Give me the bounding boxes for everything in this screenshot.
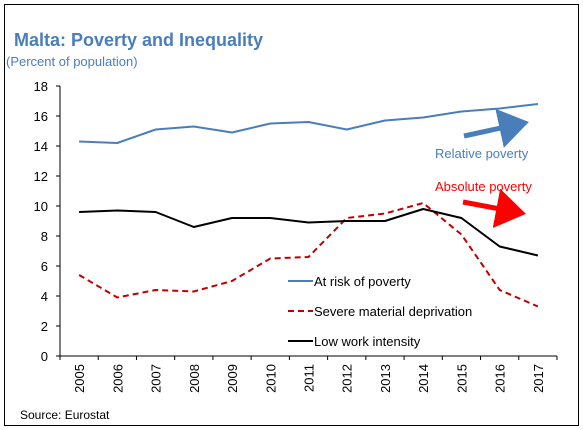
x-tick-label: 2011 bbox=[302, 364, 317, 392]
y-tick-label: 0 bbox=[41, 349, 48, 364]
y-tick-label: 6 bbox=[41, 259, 48, 274]
chart-source: Source: Eurostat bbox=[20, 408, 110, 422]
x-tick-label: 2010 bbox=[263, 364, 278, 393]
series-line-2 bbox=[79, 208, 539, 257]
y-tick-label: 2 bbox=[41, 319, 48, 334]
y-tick-label: 10 bbox=[34, 199, 48, 214]
absolute-poverty-arrow bbox=[462, 188, 526, 228]
relative-poverty-label: Relative poverty bbox=[435, 146, 529, 161]
x-tick-label: 2016 bbox=[493, 364, 508, 393]
legend-label-1: Severe material deprivation bbox=[314, 304, 472, 319]
x-tick-label: 2015 bbox=[454, 364, 469, 393]
absolute-poverty-label: Absolute poverty bbox=[435, 179, 532, 194]
y-tick-label: 16 bbox=[34, 109, 48, 124]
x-tick-label: 2005 bbox=[72, 364, 87, 393]
relative-poverty-arrow bbox=[463, 108, 529, 148]
y-tick-label: 18 bbox=[34, 79, 48, 94]
legend-label-2: Low work intensity bbox=[314, 334, 421, 349]
x-tick-label: 2017 bbox=[531, 364, 546, 393]
legend-label-0: At risk of poverty bbox=[314, 274, 411, 289]
y-tick-label: 12 bbox=[34, 169, 48, 184]
x-tick-label: 2014 bbox=[416, 364, 431, 393]
x-tick-label: 2007 bbox=[149, 364, 164, 393]
series-line-1 bbox=[78, 202, 539, 308]
x-tick-label: 2008 bbox=[187, 364, 202, 393]
series-line-0 bbox=[79, 103, 539, 144]
x-tick-label: 2009 bbox=[225, 364, 240, 393]
chart-subtitle: (Percent of population) bbox=[6, 54, 138, 69]
chart-title: Malta: Poverty and Inequality bbox=[14, 30, 264, 50]
x-tick-label: 2012 bbox=[340, 364, 355, 393]
y-tick-label: 8 bbox=[41, 229, 48, 244]
y-tick-label: 4 bbox=[41, 289, 48, 304]
x-tick-label: 2013 bbox=[378, 364, 393, 393]
y-tick-label: 14 bbox=[34, 139, 48, 154]
x-tick-label: 2006 bbox=[110, 364, 125, 393]
